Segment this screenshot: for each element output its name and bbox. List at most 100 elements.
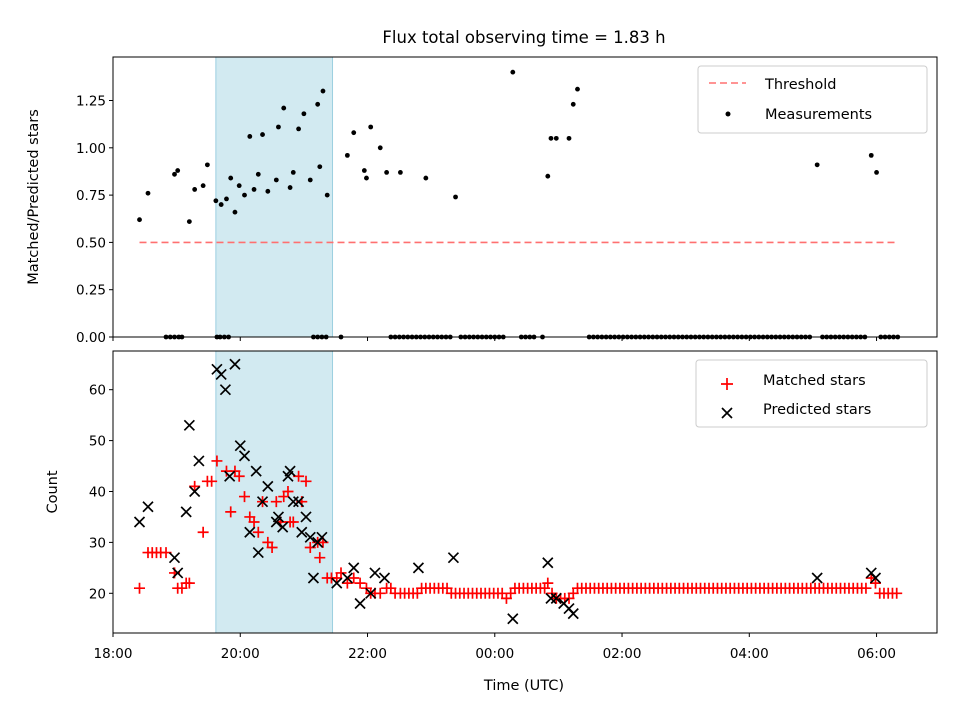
predicted-star-point bbox=[133, 516, 146, 528]
flux-legend-box bbox=[697, 65, 928, 134]
count-y-tick-label: 20 bbox=[89, 586, 106, 602]
measurement-point bbox=[377, 145, 383, 151]
measurement-point bbox=[570, 101, 576, 107]
matched-star-point bbox=[134, 582, 146, 594]
predicted-star-point bbox=[316, 531, 328, 543]
legend-matched-swatch bbox=[721, 378, 733, 390]
predicted-star-point bbox=[193, 455, 205, 467]
count-legend: Matched stars Predicted stars bbox=[695, 359, 928, 428]
measurement-point bbox=[566, 135, 572, 141]
measurement-point bbox=[384, 170, 390, 175]
predicted-star-point bbox=[238, 450, 251, 462]
matched-star-point bbox=[314, 552, 326, 564]
measurement-point bbox=[397, 170, 403, 175]
legend-measurement-swatch bbox=[725, 111, 731, 117]
measurement-point bbox=[213, 198, 219, 204]
flux-y-tick-label: 0.25 bbox=[76, 283, 106, 299]
predicted-star-point bbox=[219, 384, 232, 396]
predicted-star-point bbox=[348, 562, 360, 574]
predicted-star-point bbox=[234, 440, 246, 452]
measurement-point bbox=[204, 162, 210, 168]
predicted-star-point bbox=[550, 592, 562, 604]
predicted-star-point bbox=[542, 557, 554, 569]
predicted-star-point bbox=[168, 552, 181, 564]
matched-star-point bbox=[270, 496, 282, 508]
matched-star-point bbox=[869, 577, 881, 589]
matched-star-point bbox=[374, 587, 386, 599]
matched-star-point bbox=[282, 485, 294, 497]
matched-star-point bbox=[542, 577, 554, 589]
measurement-point bbox=[296, 126, 301, 132]
matched-star-point bbox=[248, 516, 260, 528]
measurement-point bbox=[317, 164, 323, 170]
x-tick-label: 22:00 bbox=[348, 646, 387, 662]
x-tick-label: 02:00 bbox=[603, 646, 642, 662]
matched-star-point bbox=[189, 480, 201, 492]
predicted-star-point bbox=[507, 613, 519, 625]
measurement-point bbox=[273, 177, 279, 183]
flux-ratio-panel: 0.00 0.25 0.50 0.75 1.00 1.25 Matched/Predict… bbox=[26, 56, 938, 346]
flux-highlight-span bbox=[215, 56, 334, 338]
predicted-star-point bbox=[252, 546, 264, 559]
measurement-point bbox=[228, 175, 234, 181]
measurement-point bbox=[545, 173, 551, 179]
predicted-star-point bbox=[567, 608, 579, 620]
matched-star-point bbox=[197, 526, 209, 538]
flux-y-tick-label: 0.00 bbox=[76, 330, 106, 346]
matched-star-point bbox=[335, 567, 347, 579]
measurement-point bbox=[290, 170, 296, 175]
legend-threshold-label: Threshold bbox=[764, 77, 836, 93]
legend-predicted-swatch bbox=[721, 407, 733, 419]
predicted-stars-points bbox=[133, 358, 882, 625]
predicted-star-point bbox=[272, 511, 285, 523]
predicted-star-point bbox=[292, 496, 305, 508]
predicted-star-point bbox=[262, 480, 274, 493]
measurement-point bbox=[874, 170, 879, 175]
measurement-point bbox=[868, 152, 874, 158]
predicted-star-point bbox=[277, 521, 289, 533]
matched-star-point bbox=[266, 541, 278, 553]
predicted-star-point bbox=[180, 506, 192, 518]
legend-matched-label: Matched stars bbox=[763, 373, 866, 389]
measurement-point bbox=[200, 183, 206, 189]
matched-star-point bbox=[891, 587, 903, 599]
predicted-star-point bbox=[369, 567, 381, 579]
predicted-star-point bbox=[172, 567, 184, 579]
measurement-point bbox=[265, 188, 271, 194]
predicted-star-point bbox=[189, 485, 201, 498]
matched-star-point bbox=[354, 577, 366, 589]
measurement-point bbox=[553, 135, 559, 141]
legend-measurements-label: Measurements bbox=[765, 107, 872, 123]
count-y-tick-label: 60 bbox=[89, 383, 106, 399]
matched-star-point bbox=[206, 475, 218, 487]
predicted-star-point bbox=[811, 572, 823, 584]
measurement-point bbox=[218, 202, 224, 207]
predicted-star-point bbox=[250, 465, 262, 477]
measurement-point bbox=[344, 152, 350, 158]
matched-star-point bbox=[225, 506, 237, 518]
predicted-star-point bbox=[365, 587, 377, 599]
matched-star-point bbox=[341, 577, 353, 589]
figure-title: Flux total observing time = 1.83 h bbox=[382, 28, 665, 47]
predicted-star-point bbox=[331, 577, 343, 589]
measurement-point bbox=[287, 185, 293, 190]
measurement-point bbox=[236, 183, 242, 189]
predicted-star-point bbox=[183, 419, 195, 431]
count-y-tick-label: 40 bbox=[89, 484, 106, 500]
measurement-point bbox=[575, 86, 580, 92]
matched-star-point bbox=[239, 491, 251, 503]
measurement-point bbox=[315, 101, 321, 107]
matched-star-point bbox=[233, 470, 245, 482]
predicted-star-point bbox=[215, 368, 227, 381]
measurement-point bbox=[232, 209, 238, 215]
predicted-star-point bbox=[341, 572, 353, 584]
measurement-point bbox=[192, 187, 198, 192]
count-y-axis-label: Count bbox=[45, 470, 61, 513]
measurement-point bbox=[453, 194, 458, 200]
flux-y-axis-label: Matched/Predicted stars bbox=[26, 109, 42, 285]
predicted-star-point bbox=[354, 597, 366, 610]
measurement-point bbox=[423, 175, 429, 181]
predicted-star-point bbox=[412, 562, 425, 574]
x-tick-label: 06:00 bbox=[857, 646, 896, 662]
